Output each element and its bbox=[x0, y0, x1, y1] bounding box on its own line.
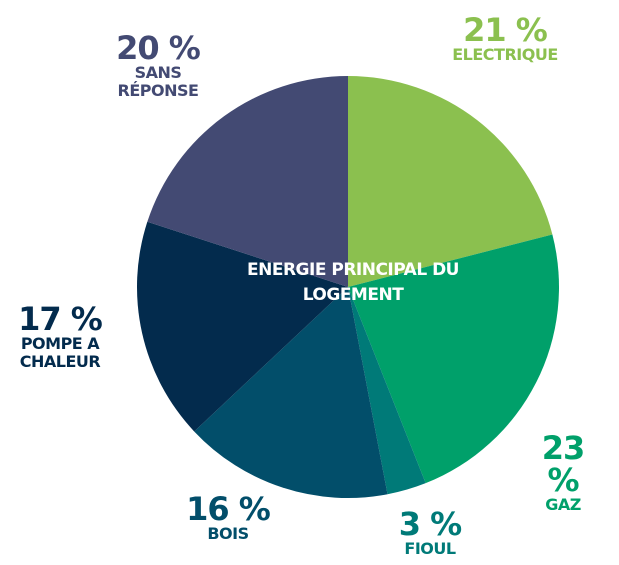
value-label: 23 % bbox=[541, 429, 586, 499]
value-label: 21 % bbox=[463, 11, 548, 49]
pie-slice bbox=[348, 287, 426, 495]
slice-label: 3 % FIOUL bbox=[390, 508, 470, 558]
category-label: ELECTRIQUE bbox=[452, 45, 558, 64]
pie-slice bbox=[348, 234, 559, 484]
category-label: GAZ bbox=[545, 495, 581, 514]
value-label: 16 % bbox=[186, 490, 271, 528]
category-label: BOIS bbox=[207, 524, 249, 543]
value-label: 3 % bbox=[398, 505, 462, 543]
category-label: FIOUL bbox=[404, 539, 456, 558]
value-label: 20 % bbox=[116, 29, 201, 67]
value-label: 17 % bbox=[18, 300, 103, 338]
slice-label: 23 % GAZ bbox=[523, 432, 603, 514]
pie-slice bbox=[348, 76, 553, 287]
chart-title: ENERGIE PRINCIPAL DU LOGEMENT bbox=[247, 260, 459, 305]
pie-slice bbox=[147, 76, 348, 287]
category-label: SANS RÉPONSE bbox=[117, 63, 199, 100]
slice-label: 21 % ELECTRIQUE bbox=[435, 14, 575, 64]
slice-label: 16 % BOIS bbox=[178, 493, 278, 543]
category-label: POMPE A CHALEUR bbox=[19, 334, 101, 371]
slice-label: 20 % SANS RÉPONSE bbox=[98, 32, 218, 100]
slice-label: 17 % POMPE A CHALEUR bbox=[0, 303, 120, 371]
pie-slice bbox=[136, 221, 348, 432]
pie-slice bbox=[194, 287, 388, 498]
